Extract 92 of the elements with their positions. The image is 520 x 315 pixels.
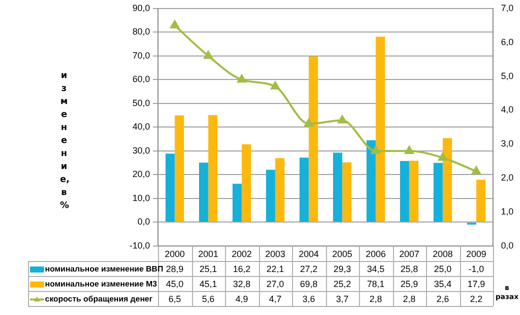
- data-label: 2,6: [436, 294, 450, 304]
- text: изменение, в %: [60, 71, 70, 211]
- y2-tick-label: 1,0: [501, 206, 514, 217]
- data-label: 45,1: [199, 278, 218, 289]
- data-label: 45,0: [166, 278, 184, 289]
- data-label: 25,0: [434, 264, 452, 274]
- x-tick-label: 2000: [164, 248, 185, 259]
- bar: [242, 144, 251, 222]
- data-label: 3,7: [336, 294, 349, 304]
- y-tick-label: -10,0: [129, 240, 150, 250]
- x-tick-label: 2004: [298, 248, 319, 259]
- y-tick-label: 10,0: [132, 192, 150, 203]
- y2-tick-label: 3,0: [501, 138, 514, 149]
- y-tick-label: 50,0: [132, 98, 150, 108]
- data-label: 78,1: [366, 278, 385, 289]
- data-label: 25,8: [400, 264, 418, 274]
- x-tick-label: 2003: [265, 248, 286, 259]
- data-label: 17,9: [467, 278, 486, 289]
- point: [270, 81, 280, 90]
- point: [170, 20, 180, 28]
- point: [438, 152, 448, 161]
- y2-tick-label: 6,0: [501, 36, 514, 47]
- bar: [308, 56, 318, 222]
- data-label: 25,9: [400, 278, 418, 289]
- bar: [342, 162, 352, 222]
- data-label: 6,5: [168, 294, 182, 304]
- bar: [476, 180, 486, 222]
- y2-tick-label: 2,0: [501, 172, 514, 183]
- x-tick-label: 2007: [399, 248, 420, 259]
- data-label: 25,2: [333, 278, 352, 289]
- legend-label: скорость обращения денег: [45, 294, 154, 304]
- bar: [434, 162, 443, 222]
- data-label: 69,8: [300, 278, 318, 289]
- x-tick-label: 2006: [366, 248, 386, 259]
- bar: [166, 154, 175, 222]
- data-label: 3,6: [302, 294, 316, 304]
- data-label: 28,9: [166, 264, 184, 274]
- bar: [275, 158, 284, 222]
- data-label: -1,0: [468, 264, 484, 274]
- x-tick-label: 2002: [232, 248, 252, 259]
- data-label: 4,7: [268, 294, 282, 304]
- data-label: 2,8: [402, 294, 416, 304]
- bar: [409, 160, 418, 222]
- data-label: 22,1: [266, 264, 284, 274]
- x-tick-label: 2009: [466, 248, 486, 259]
- x-tick-label: 2001: [198, 248, 218, 259]
- bar: [174, 115, 184, 222]
- y-tick-label: 60,0: [132, 74, 150, 84]
- data-label: 35,4: [434, 278, 452, 289]
- point: [404, 146, 414, 154]
- bar: [366, 140, 376, 222]
- bar: [333, 152, 342, 222]
- x-tick-label: 2008: [432, 248, 453, 259]
- data-label: 34,5: [366, 264, 385, 274]
- y-tick-label: 90,0: [132, 2, 150, 13]
- bar: [266, 170, 276, 222]
- bar: [376, 36, 385, 222]
- y-tick-label: 70,0: [132, 50, 150, 60]
- point: [472, 166, 481, 174]
- point: [371, 146, 380, 154]
- bar: [442, 138, 452, 222]
- bar: [232, 184, 242, 222]
- data-label: 2,2: [470, 294, 483, 304]
- bar: [199, 162, 208, 222]
- data-label: 4,9: [235, 294, 248, 304]
- data-label: 27,0: [266, 278, 284, 289]
- point: [304, 118, 314, 127]
- y2-tick-label: 0,0: [501, 240, 514, 250]
- y2-tick-label: 7,0: [501, 2, 514, 13]
- point: [338, 115, 347, 124]
- bar: [400, 160, 410, 222]
- legend-label: номинальное изменение ВВП: [45, 264, 164, 274]
- y2-tick-label: 4,0: [501, 104, 514, 115]
- data-label: 32,8: [232, 278, 251, 289]
- y-tick-label: 20,0: [132, 169, 150, 180]
- y2-tick-label: 5,0: [501, 70, 514, 81]
- legend-label: номинальное изменение М3: [45, 280, 158, 289]
- bar: [300, 158, 309, 222]
- point: [204, 50, 213, 59]
- data-label: 27,2: [300, 264, 318, 274]
- data-label: 5,6: [202, 294, 215, 304]
- data-label: 16,2: [232, 264, 251, 274]
- x-tick-label: 2005: [332, 248, 352, 259]
- point: [237, 74, 246, 83]
- bar: [208, 115, 218, 222]
- y-tick-label: 40,0: [132, 122, 150, 132]
- data-label: 2,8: [369, 294, 382, 304]
- y-tick-label: 80,0: [132, 26, 150, 37]
- y-tick-label: 30,0: [132, 145, 150, 156]
- data-label: 29,3: [333, 264, 352, 274]
- data-label: 25,1: [199, 264, 218, 274]
- y-tick-label: 0,0: [137, 216, 150, 227]
